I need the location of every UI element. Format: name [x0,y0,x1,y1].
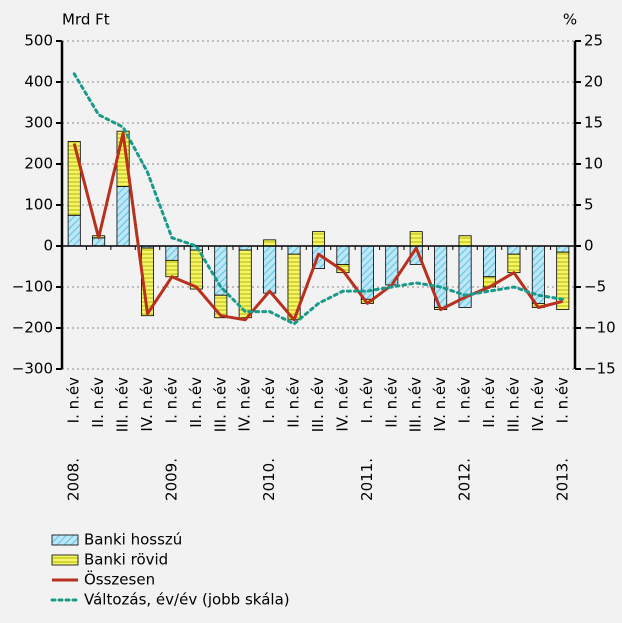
bar [287,245,301,255]
y-tick-label: 200 [24,155,53,173]
y2-tick-label: −10 [584,319,616,337]
x-tick-label: II. n.év [285,377,303,428]
y-tick-label: −200 [12,319,53,337]
bar [458,235,472,247]
legend-swatch [51,554,79,566]
legend-swatch [51,534,79,546]
y-tick-label: 100 [24,196,53,214]
bar [507,253,521,274]
y2-axis-label: % [563,11,577,29]
x-tick-label: II. n.év [382,377,400,428]
legend-label: Változás, év/év (jobb skála) [84,591,290,609]
x-tick-label: III. n.év [504,377,522,432]
y-tick-label: −100 [12,278,53,296]
bar [311,231,326,247]
bar [263,245,277,294]
y-axis-label: Mrd Ft [62,11,110,29]
dotted-line [72,72,565,326]
bar [409,231,423,247]
year-label: 2008. [65,458,83,501]
bar [116,186,130,247]
y-tick-label: 300 [24,114,53,132]
y2-tick-label: 20 [584,73,603,91]
year-label: 2013. [553,458,571,501]
x-tick-label: I. n.év [553,377,571,423]
x-tick-label: IV. n.év [236,377,254,432]
bar [507,245,521,255]
y2-tick-label: 0 [584,237,594,255]
y2-tick-label: 10 [584,155,603,173]
bar [165,245,179,261]
y2-tick-label: −15 [584,360,616,378]
bar [67,214,81,247]
x-tick-label: I. n.év [260,377,278,423]
bar [238,249,252,319]
x-tick-label: II. n.év [89,377,107,428]
bar [263,239,277,247]
bar [556,245,570,253]
x-tick-label: IV. n.év [431,377,449,432]
year-label: 2010. [260,458,278,501]
y-tick-label: −300 [12,360,53,378]
y2-tick-label: −5 [584,278,606,296]
x-tick-label: IV. n.év [138,377,156,432]
y-tick-label: 500 [24,32,53,50]
year-label: 2009. [162,458,180,501]
x-tick-label: I. n.év [358,377,376,423]
x-tick-label: IV. n.év [333,377,351,432]
y2-tick-label: 5 [584,196,594,214]
x-tick-label: I. n.év [162,377,180,423]
x-tick-label: II. n.év [480,377,498,428]
x-tick-label: III. n.év [407,377,425,432]
x-tick-label: II. n.év [187,377,205,428]
legend-label: Banki rövid [84,551,168,569]
bar [67,141,81,216]
x-tick-label: III. n.év [309,377,327,432]
year-label: 2011. [358,458,376,501]
x-tick-label: III. n.év [211,377,229,432]
bar [336,245,350,265]
x-tick-label: IV. n.év [529,377,547,432]
y-tick-label: 400 [24,73,53,91]
x-tick-label: I. n.év [65,377,83,423]
bar [482,245,497,278]
bar [165,259,179,278]
y-tick-label: 0 [43,237,53,255]
y2-tick-label: 25 [584,32,603,50]
x-tick-label: III. n.év [114,377,132,432]
legend-label: Összesen [84,570,155,589]
y2-tick-label: 15 [584,114,603,132]
bar [214,245,228,296]
year-label: 2012. [456,458,474,501]
legend-label: Banki hosszú [84,531,182,549]
x-tick-label: I. n.év [456,377,474,423]
bar [556,251,570,310]
line [72,131,564,322]
